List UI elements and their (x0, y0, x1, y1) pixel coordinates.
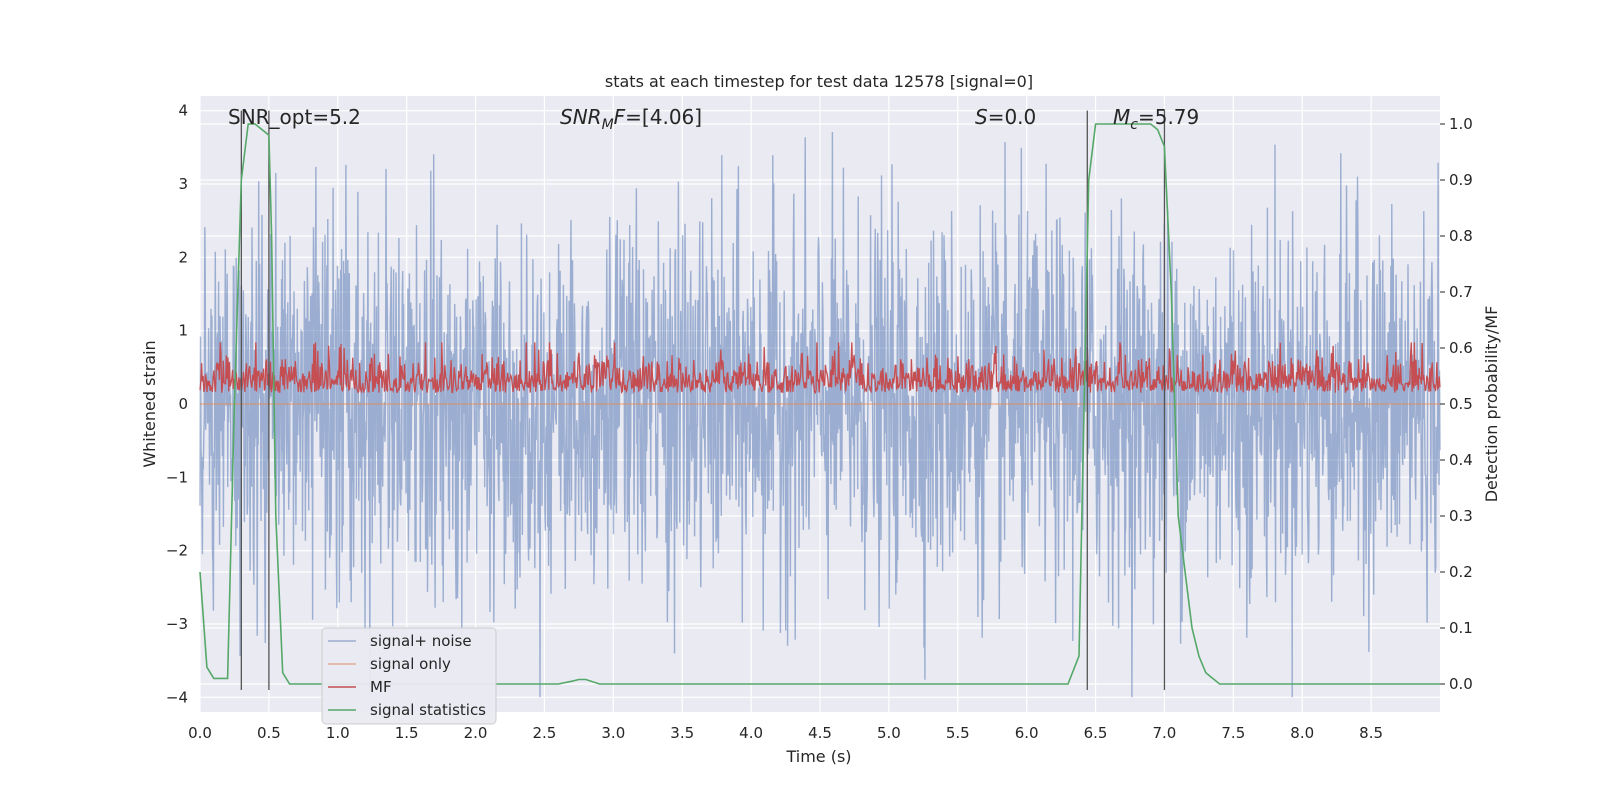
x-tick-label: 1.5 (395, 724, 419, 742)
x-tick-label: 4.0 (739, 724, 763, 742)
y-tick-label: −4 (166, 688, 188, 706)
y-tick-label: −1 (166, 468, 188, 486)
x-tick-label: 7.0 (1153, 724, 1177, 742)
y-tick-label: 3 (178, 175, 188, 193)
x-tick-label: 3.0 (601, 724, 625, 742)
y2-tick-label: 0.8 (1449, 227, 1473, 245)
x-tick-label: 1.0 (326, 724, 350, 742)
y2-tick-label: 0.3 (1449, 507, 1473, 525)
y-tick-label: 2 (178, 248, 188, 266)
x-tick-label: 8.0 (1290, 724, 1314, 742)
x-tick-label: 6.0 (1015, 724, 1039, 742)
y2-tick-label: 0.6 (1449, 339, 1473, 357)
y2-tick-label: 0.0 (1449, 675, 1473, 693)
y-tick-label: 4 (178, 102, 188, 120)
mf-line (199, 342, 1441, 395)
signal-statistics-series (199, 123, 1440, 685)
y2-tick-label: 0.4 (1449, 451, 1473, 469)
y-axis-label: Whitened strain (140, 340, 159, 467)
x-tick-label: 0.0 (188, 724, 212, 742)
x-tick-label: 2.5 (533, 724, 557, 742)
y2-tick-label: 0.2 (1449, 563, 1473, 581)
signal-statistics-line (199, 123, 1440, 685)
x-tick-label: 0.5 (257, 724, 281, 742)
x-tick-label: 4.5 (808, 724, 832, 742)
y2-tick-label: 0.1 (1449, 619, 1473, 637)
legend-label-signal-statistics: signal statistics (370, 701, 486, 719)
x-axis-label: Time (s) (785, 747, 851, 766)
legend-box (321, 627, 497, 725)
y2-tick-label: 0.9 (1449, 171, 1473, 189)
x-tick-label: 5.0 (877, 724, 901, 742)
vertical-lines (240, 110, 1166, 690)
y-tick-label: −3 (166, 615, 188, 633)
annotation-mc: Mc=5.79 (1113, 105, 1199, 133)
y-tick-label: −2 (166, 542, 188, 560)
signal-noise-series (199, 131, 1441, 698)
chart-title: stats at each timestep for test data 125… (605, 72, 1033, 91)
y2-axis-label: Detection probability/MF (1482, 306, 1501, 503)
annotation-snr-opt: SNR_opt=5.2 (228, 105, 361, 129)
y2-tick-label: 0.5 (1449, 395, 1473, 413)
x-tick-label: 7.5 (1221, 724, 1245, 742)
y-tick-label: 0 (178, 395, 188, 413)
x-tick-label: 3.5 (670, 724, 694, 742)
annotation-snr-mf: SNRMF=[4.06] (560, 105, 702, 133)
mf-series (199, 342, 1441, 395)
x-tick-label: 6.5 (1084, 724, 1108, 742)
axis-ticks: 0.0 0.5 1.0 1.5 2.0 2.5 3.0 3.5 4.0 4.5 5.0 5.5 6.0 6… (166, 102, 1473, 742)
x-tick-label: 5.5 (946, 724, 970, 742)
x-tick-label: 8.5 (1359, 724, 1383, 742)
legend-label-signal-only: signal only (370, 655, 451, 673)
legend-label-mf: MF (370, 678, 392, 696)
y2-tick-label: 1.0 (1449, 115, 1473, 133)
signal-noise-line (199, 131, 1441, 698)
legend-label-signal-noise: signal+ noise (370, 632, 472, 650)
x-tick-label: 2.0 (464, 724, 488, 742)
annotation-s: S=0.0 (975, 105, 1036, 129)
legend: signal+ noise signal only MF signal stat… (321, 627, 497, 725)
y-tick-label: 1 (178, 322, 188, 340)
y2-tick-label: 0.7 (1449, 283, 1473, 301)
